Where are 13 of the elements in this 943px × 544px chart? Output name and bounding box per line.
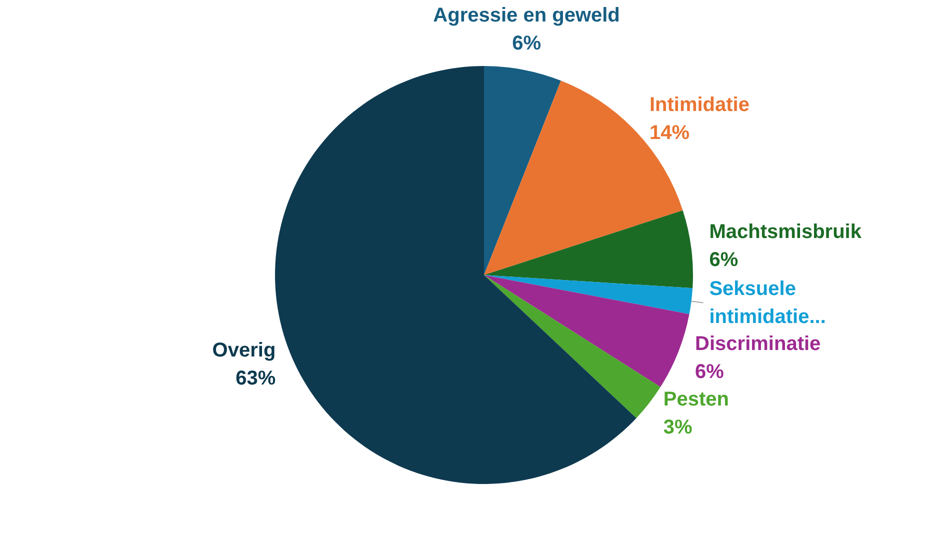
data-label: 6%	[695, 361, 724, 384]
data-label: 14%	[649, 122, 690, 144]
data-label: 6%	[512, 32, 542, 55]
slice-label: Overig	[212, 340, 276, 362]
data-label: 6%	[709, 249, 738, 272]
slice-label: Seksuele intimidatie...	[709, 278, 826, 328]
data-label: 3%	[663, 416, 692, 439]
slice-label: Agressie en geweld	[433, 4, 620, 27]
slice-label: Machtsmisbruik	[709, 221, 862, 244]
slice-label: Pesten	[663, 388, 729, 411]
slice-label: Discriminatie	[695, 333, 821, 356]
data-label: 63%	[236, 368, 276, 390]
slice-label: Intimidatie	[649, 94, 750, 116]
